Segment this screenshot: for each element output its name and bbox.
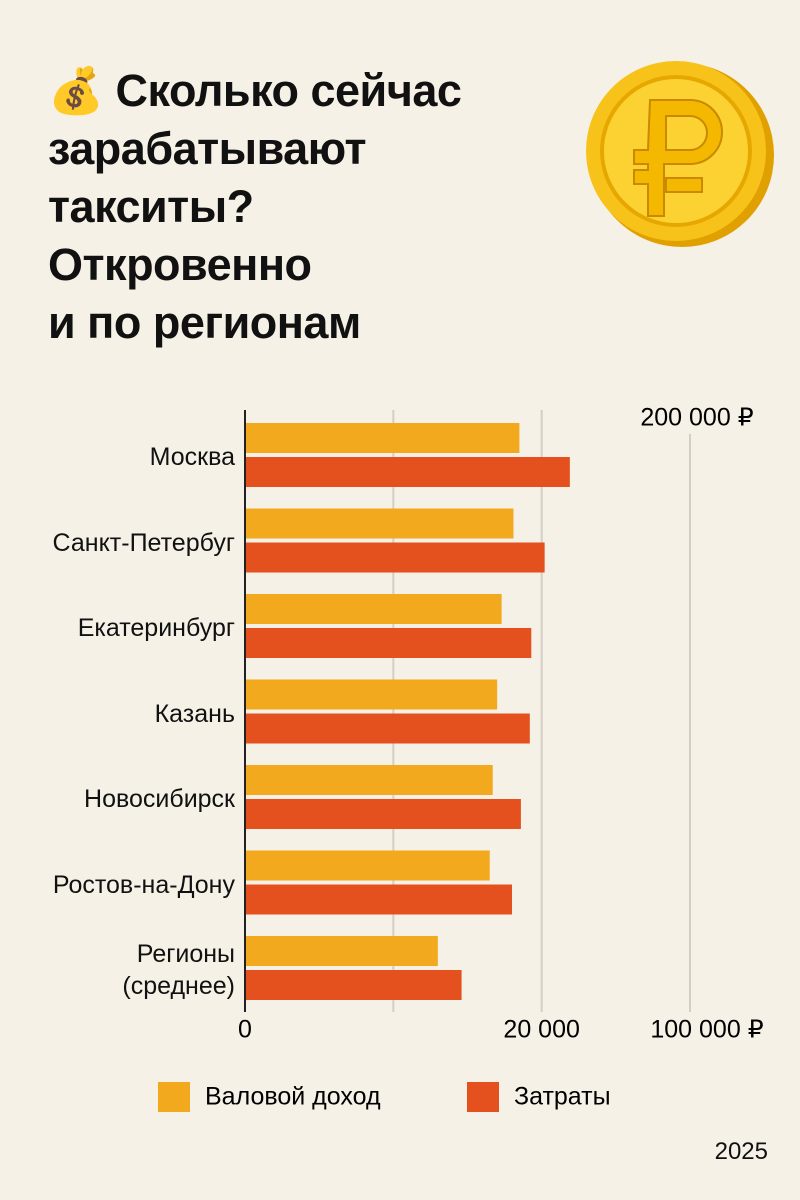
category-label: Казань [154,699,235,728]
legend-label: Затраты [514,1083,611,1111]
year: 2025 [714,1138,768,1165]
legend-swatch [158,1082,190,1112]
annotation: 200 000 ₽ [640,404,753,432]
category-label: Новосибирск [84,785,235,813]
coin [586,61,774,247]
annotation-bg [622,402,772,434]
bar [245,423,520,453]
bar [245,713,530,744]
x-tick-label: 20 000 [503,1016,579,1044]
annotation: 100 000 ₽ [650,1016,763,1044]
bar [245,765,493,795]
title: 💰 Сколько сейчас зарабатывают такситы? О… [48,65,462,348]
bar [245,936,438,966]
bar [245,457,570,487]
bar [245,594,502,624]
bar [245,679,498,710]
category-label: Санкт-Петербуг [52,528,235,557]
bar [245,508,514,539]
bar [245,628,532,658]
bar [245,542,545,573]
legend-swatch [467,1082,499,1112]
bar [245,884,512,915]
bar [245,850,490,881]
category-label: Москва [149,443,235,471]
legend-label: Валовой доход [205,1083,381,1111]
category-label: Регионы (среднее) [122,940,235,1000]
bar [245,799,521,829]
x-tick-label: 0 [238,1016,252,1044]
category-label: Ростов-на-Дону [52,870,235,899]
bar [245,970,462,1000]
category-label: Екатеринбург [77,614,235,642]
